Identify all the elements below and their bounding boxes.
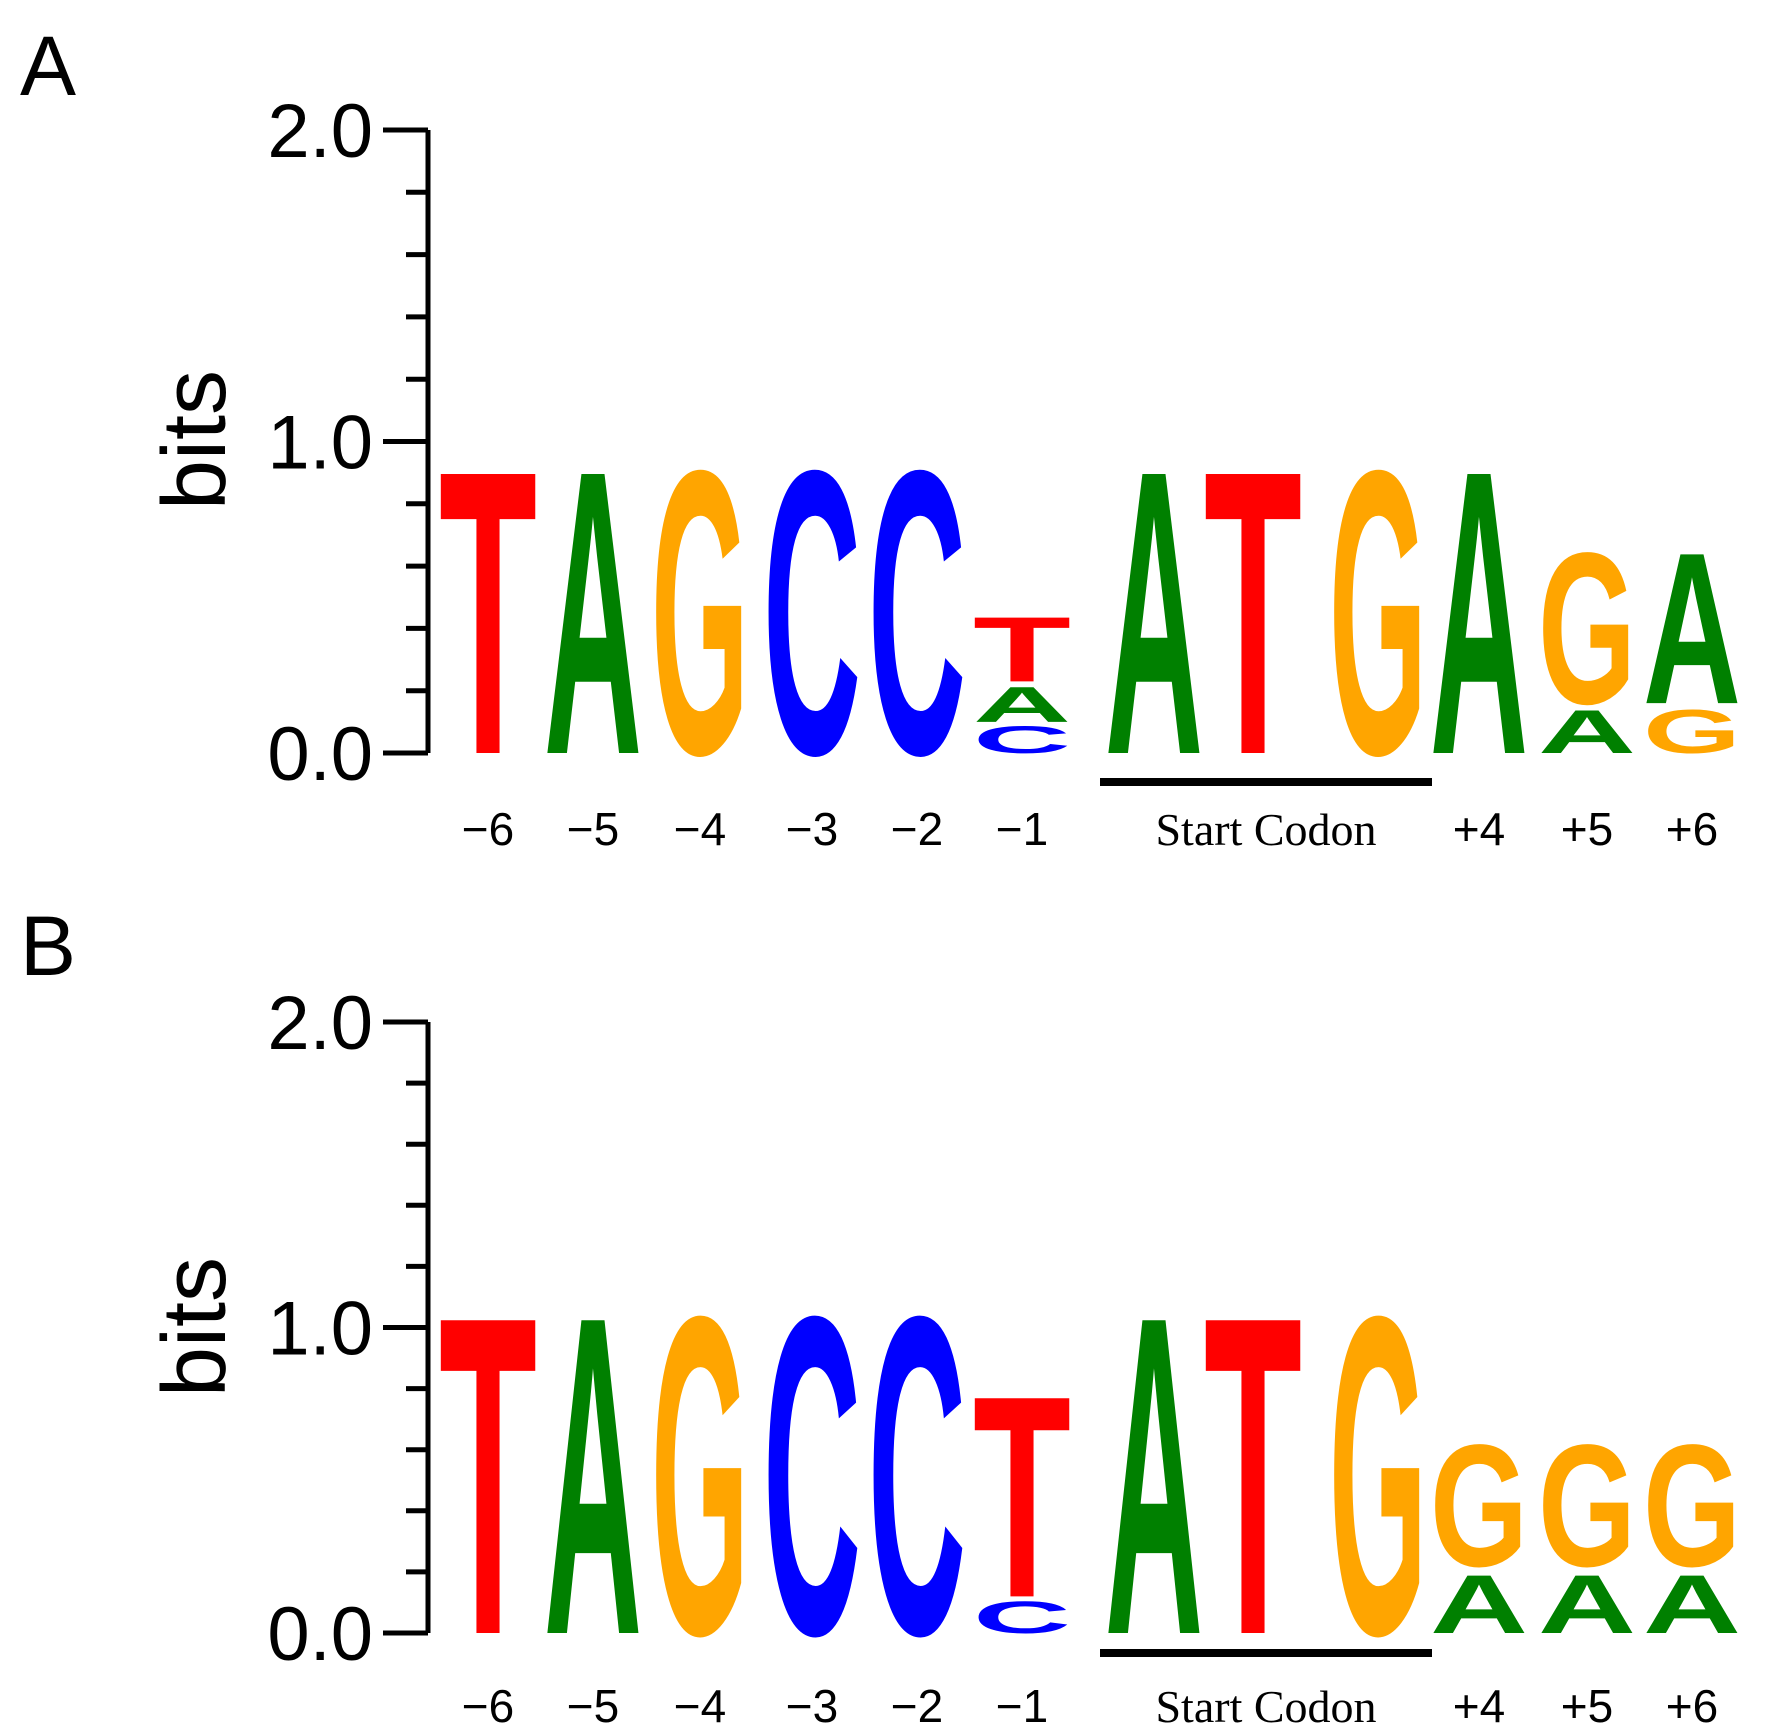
y-tick-label: 2.0: [267, 981, 373, 1066]
position-label: +6: [1666, 1680, 1718, 1729]
logo-letter-G: G: [1329, 386, 1427, 840]
logo-letter-G: G: [651, 386, 749, 840]
logo-letter-T: T: [1204, 387, 1302, 839]
position-label: −1: [996, 1680, 1048, 1729]
logo-column-4: C: [763, 1222, 861, 1729]
position-label: +5: [1561, 803, 1613, 855]
start-codon-label: Start Codon: [1155, 1681, 1376, 1729]
position-label: −5: [567, 1680, 619, 1729]
position-label: +4: [1453, 803, 1505, 855]
logo-letter-A: A: [1643, 1558, 1741, 1651]
logo-letter-G: G: [1538, 1409, 1636, 1604]
logo-column-3: G: [651, 386, 749, 840]
logo-letter-G: G: [1538, 508, 1636, 750]
panel-label: A: [20, 19, 76, 113]
position-label: −4: [674, 1680, 726, 1729]
logo-letter-A: A: [1430, 387, 1528, 840]
logo-letter-G: G: [1430, 1409, 1528, 1604]
logo-letter-A: A: [1643, 509, 1741, 750]
position-label: −1: [996, 803, 1048, 855]
logo-letter-A: A: [1538, 1558, 1636, 1651]
logo-letter-C: C: [763, 387, 861, 840]
y-tick-label: 1.0: [267, 1287, 373, 1372]
logo-letter-A: A: [1105, 1222, 1203, 1729]
logo-column-5: C: [868, 1222, 966, 1729]
logo-letter-T: T: [439, 1222, 537, 1729]
position-label: +6: [1666, 803, 1718, 855]
panel-label: B: [20, 899, 76, 993]
start-codon-label: Start Codon: [1155, 804, 1376, 855]
logo-column-1: T: [439, 387, 537, 839]
logo-letter-A: A: [1538, 698, 1636, 767]
position-label: −3: [786, 803, 838, 855]
position-label: −5: [567, 803, 619, 855]
logo-letter-T: T: [973, 1337, 1071, 1658]
y-axis-title: bits: [145, 370, 245, 510]
logo-column-12: GA: [1643, 509, 1741, 767]
logo-letter-G: G: [1643, 698, 1741, 767]
logo-letter-C: C: [973, 1592, 1071, 1643]
logo-letter-G: G: [1329, 1221, 1427, 1729]
logo-column-2: A: [544, 387, 642, 840]
y-tick-label: 0.0: [267, 1592, 373, 1677]
logo-letter-A: A: [544, 1222, 642, 1729]
position-label: −2: [891, 1680, 943, 1729]
logo-column-10: AG: [1430, 1409, 1528, 1651]
logo-column-5: C: [868, 387, 966, 840]
position-label: +5: [1561, 1680, 1613, 1729]
logo-letter-C: C: [763, 1222, 861, 1729]
logo-letter-C: C: [868, 387, 966, 840]
logo-column-8: T: [1204, 1222, 1302, 1729]
position-label: −6: [462, 803, 514, 855]
logo-letter-A: A: [973, 676, 1071, 732]
logo-column-12: AG: [1643, 1409, 1741, 1651]
logo-letter-C: C: [868, 1222, 966, 1729]
logo-letter-C: C: [973, 719, 1071, 762]
logo-column-9: G: [1329, 1221, 1427, 1729]
y-axis-title: bits: [145, 1257, 245, 1397]
logo-column-7: A: [1105, 1222, 1203, 1729]
logo-column-11: AG: [1538, 1409, 1636, 1651]
logo-letter-G: G: [1643, 1409, 1741, 1604]
y-tick-label: 2.0: [267, 89, 373, 174]
logo-column-2: A: [544, 1222, 642, 1729]
position-label: −4: [674, 803, 726, 855]
logo-letter-A: A: [1105, 387, 1203, 840]
y-tick-label: 1.0: [267, 401, 373, 486]
logo-letter-T: T: [973, 597, 1071, 701]
position-label: −2: [891, 803, 943, 855]
logo-column-7: A: [1105, 387, 1203, 840]
logo-letter-T: T: [1204, 1222, 1302, 1729]
position-label: −6: [462, 1680, 514, 1729]
logo-letter-A: A: [544, 387, 642, 840]
position-label: +4: [1453, 1680, 1505, 1729]
position-label: −3: [786, 1680, 838, 1729]
logo-column-6: CAT: [973, 597, 1071, 761]
logo-column-11: AG: [1538, 508, 1636, 767]
logo-column-3: G: [651, 1221, 749, 1729]
logo-column-4: C: [763, 387, 861, 840]
logo-column-8: T: [1204, 387, 1302, 839]
logo-column-6: CT: [973, 1337, 1071, 1658]
y-tick-label: 0.0: [267, 712, 373, 797]
logo-letter-A: A: [1430, 1558, 1528, 1651]
logo-column-9: G: [1329, 386, 1427, 840]
logo-letter-G: G: [651, 1221, 749, 1729]
logo-letter-T: T: [439, 387, 537, 839]
logo-column-10: A: [1430, 387, 1528, 840]
logo-column-1: T: [439, 1222, 537, 1729]
